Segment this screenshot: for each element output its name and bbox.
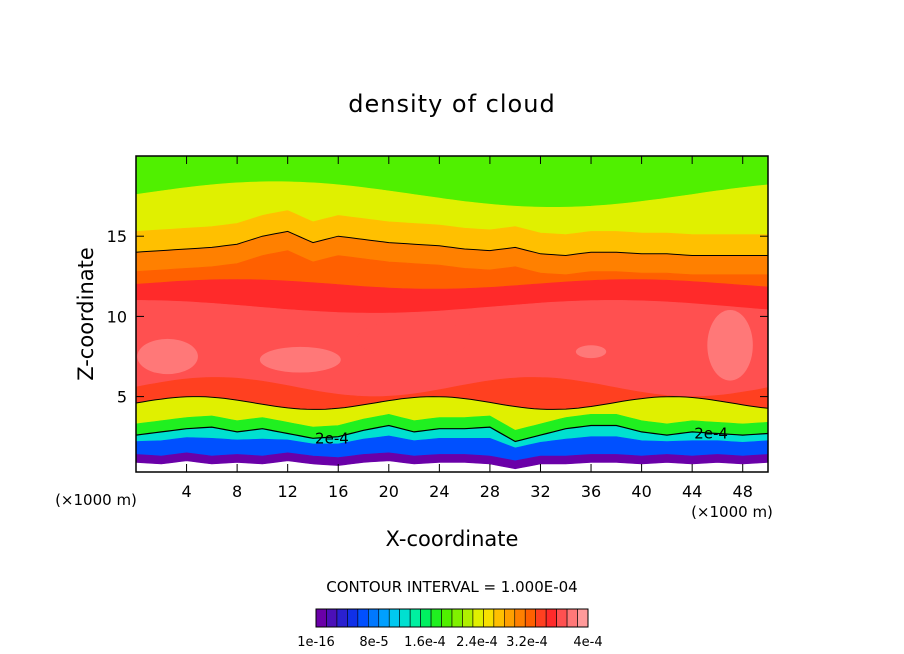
y-tick-label: 10 xyxy=(107,307,127,326)
heatmap-field xyxy=(136,156,768,470)
x-unit-label-left: (×1000 m) xyxy=(55,491,137,509)
y-tick-label: 5 xyxy=(117,388,127,407)
colorbar-tick-label: 1e-16 xyxy=(297,635,335,650)
colorbar-swatch xyxy=(577,608,589,628)
x-tick-label: 8 xyxy=(232,482,242,501)
contour-line-2e-4 xyxy=(136,424,768,443)
colorbar-swatch xyxy=(524,608,536,628)
colorbar-swatch xyxy=(347,608,359,628)
colorbar-swatch xyxy=(357,608,369,628)
colorbar-swatch xyxy=(514,608,526,628)
colorbar-swatch xyxy=(368,608,380,628)
x-tick-label: 40 xyxy=(631,482,651,501)
heatmap-patch xyxy=(707,309,753,381)
x-tick-label: 16 xyxy=(328,482,348,501)
heatmap-patch xyxy=(137,338,198,375)
contour-line-middle xyxy=(136,396,768,410)
x-tick-label: 36 xyxy=(581,482,601,501)
colorbar-swatch xyxy=(545,608,557,628)
x-axis-ticks: 4 8 12 16 20 24 28 32 36 40 44 48 xyxy=(181,156,753,501)
x-tick-label: 24 xyxy=(429,482,449,501)
y-axis-ticks: 5 10 15 xyxy=(107,227,768,407)
x-axis-label: X-coordinate xyxy=(386,527,519,551)
colorbar xyxy=(315,608,589,628)
heatmap-patch xyxy=(357,319,471,359)
x-tick-label: 32 xyxy=(530,482,550,501)
colorbar-swatch xyxy=(483,608,495,628)
colorbar-frame xyxy=(315,608,589,628)
colorbar-tick-label: 2.4e-4 xyxy=(456,635,498,650)
x-tick-label: 4 xyxy=(181,482,191,501)
contour-interval-label: CONTOUR INTERVAL = 1.000E-04 xyxy=(326,578,577,596)
colorbar-swatch xyxy=(409,608,421,628)
x-tick-label: 48 xyxy=(733,482,753,501)
colorbar-labels: 1e-16 8e-5 1.6e-4 2.4e-4 3.2e-4 4e-4 xyxy=(297,635,602,650)
colorbar-swatch xyxy=(378,608,390,628)
contour-label: 2e-4 xyxy=(315,429,349,447)
colorbar-swatch xyxy=(326,608,338,628)
chart-title: density of cloud xyxy=(348,90,555,118)
colorbar-swatch xyxy=(451,608,463,628)
heatmap-patch xyxy=(259,346,341,373)
colorbar-swatch xyxy=(315,608,327,628)
plot-frame xyxy=(135,155,769,473)
colorbar-swatch xyxy=(493,608,505,628)
x-tick-label: 44 xyxy=(682,482,702,501)
colorbar-swatch xyxy=(462,608,474,628)
colorbar-tick-label: 1.6e-4 xyxy=(404,635,446,650)
colorbar-tick-label: 3.2e-4 xyxy=(506,635,548,650)
colorbar-tick-label: 4e-4 xyxy=(573,635,602,650)
colorbar-tick-label: 8e-5 xyxy=(359,635,388,650)
colorbar-swatch xyxy=(472,608,484,628)
contour-lines: 2e-4 2e-4 xyxy=(136,230,768,447)
colorbar-swatch xyxy=(566,608,578,628)
colorbar-swatch xyxy=(556,608,568,628)
x-unit-label-right: (×1000 m) xyxy=(691,503,773,521)
x-tick-label: 12 xyxy=(278,482,298,501)
colorbar-swatch xyxy=(535,608,547,628)
colorbar-swatch xyxy=(504,608,516,628)
heatmap-band xyxy=(136,452,768,470)
y-tick-label: 15 xyxy=(107,227,127,246)
heatmap-patch xyxy=(575,345,607,359)
y-axis-label: Z-coordinate xyxy=(74,247,98,381)
colorbar-swatch xyxy=(430,608,442,628)
colorbar-swatch xyxy=(399,608,411,628)
colorbar-swatch xyxy=(441,608,453,628)
contour-label: 2e-4 xyxy=(694,425,728,443)
colorbar-swatch xyxy=(388,608,400,628)
colorbar-swatch xyxy=(420,608,432,628)
colorbar-swatch xyxy=(336,608,348,628)
x-tick-label: 28 xyxy=(480,482,500,501)
x-tick-label: 20 xyxy=(379,482,399,501)
contour-line-upper xyxy=(136,230,768,257)
